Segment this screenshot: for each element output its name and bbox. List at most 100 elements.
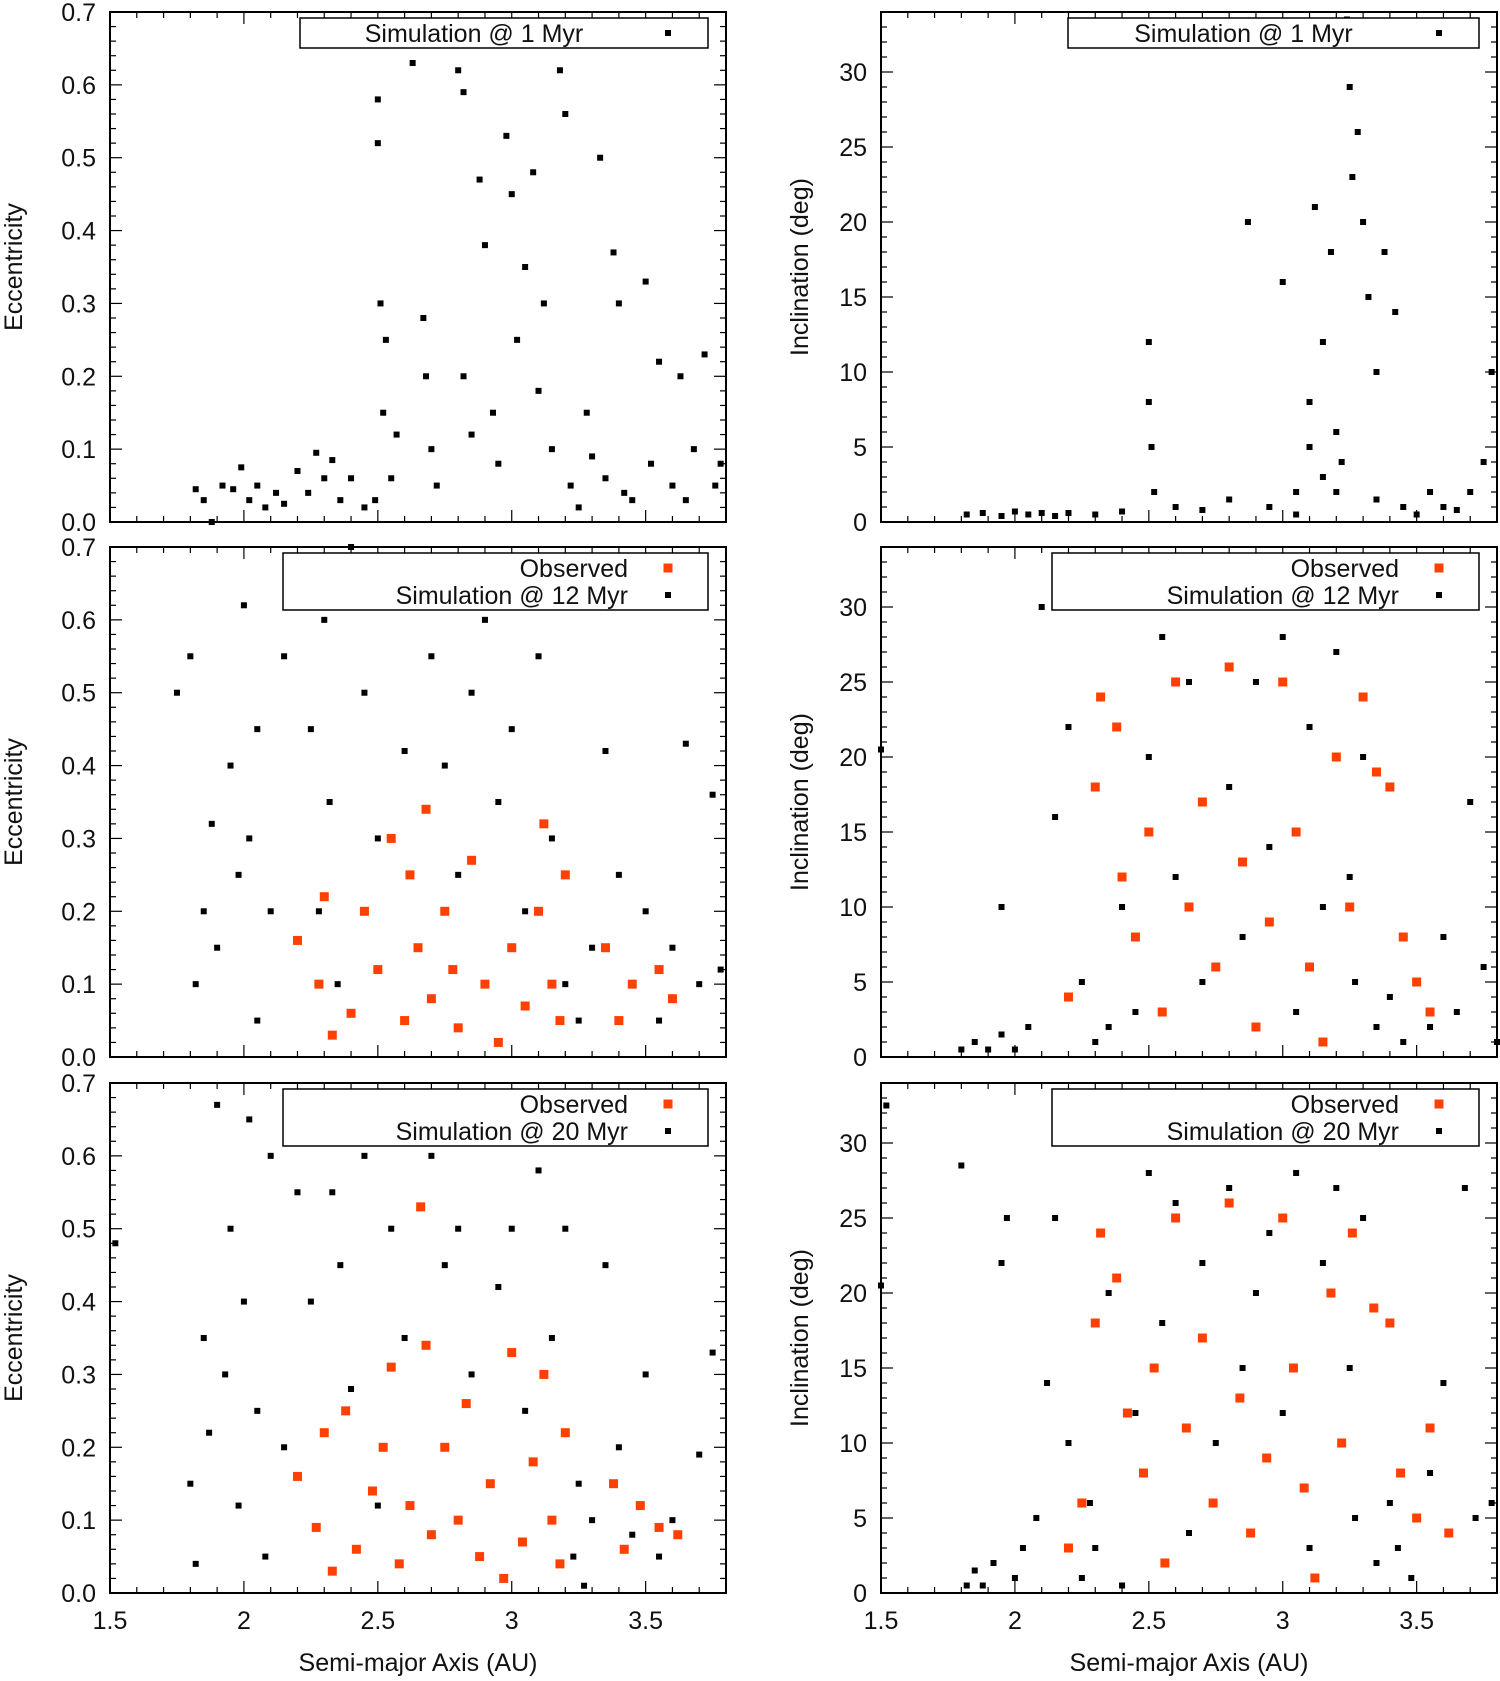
simulation-point <box>254 1407 261 1414</box>
y-tick-label: 30 <box>839 59 867 87</box>
simulation-point <box>1003 1215 1010 1221</box>
simulation-point <box>1186 679 1192 685</box>
observed-point <box>448 965 458 975</box>
simulation-point <box>254 482 261 489</box>
simulation-point <box>1440 1380 1447 1386</box>
simulation-point <box>1212 1440 1219 1446</box>
simulation-point <box>1065 1440 1072 1446</box>
observed-point <box>1358 692 1368 702</box>
simulation-point <box>1199 507 1206 513</box>
simulation-point <box>575 1017 582 1024</box>
observed-point <box>619 1544 629 1554</box>
observed-point <box>378 1442 388 1452</box>
simulation-point <box>315 908 322 915</box>
simulation-point <box>1092 1545 1099 1551</box>
simulation-point <box>262 504 269 511</box>
y-tick-label: 0.7 <box>61 1070 96 1098</box>
simulation-point <box>187 653 194 660</box>
simulation-point <box>468 1371 475 1378</box>
simulation-point <box>562 1225 569 1232</box>
simulation-point <box>696 1451 703 1458</box>
simulation-point <box>441 762 448 769</box>
simulation-point <box>1360 1215 1367 1221</box>
simulation-point <box>1327 249 1334 255</box>
simulation-point <box>669 1517 676 1524</box>
legend-box <box>282 1088 709 1147</box>
observed-point <box>1224 662 1234 672</box>
simulation-point <box>1011 508 1018 515</box>
simulation-point <box>1105 1290 1112 1296</box>
simulation-point <box>1172 504 1179 510</box>
observed-point <box>1112 1273 1122 1283</box>
simulation-point <box>682 740 689 747</box>
simulation-point <box>455 1225 462 1232</box>
plot-frame <box>880 546 1498 1058</box>
simulation-point <box>1333 1185 1340 1191</box>
simulation-point <box>615 300 622 307</box>
simulation-point <box>1306 444 1313 450</box>
observed-point <box>1122 1408 1132 1418</box>
simulation-point <box>1172 1200 1179 1206</box>
simulation-point <box>1065 510 1072 516</box>
simulation-point <box>1427 1024 1434 1030</box>
y-tick-label: 10 <box>839 359 867 387</box>
simulation-point <box>1346 874 1353 880</box>
simulation-point <box>337 1262 344 1269</box>
simulation-point <box>548 446 555 453</box>
observed-point <box>327 1030 337 1040</box>
simulation-point <box>583 409 590 416</box>
simulation-point <box>530 169 537 176</box>
series-simulation <box>192 60 724 525</box>
simulation-point <box>273 489 280 496</box>
simulation-point <box>629 497 636 504</box>
observed-point <box>1305 962 1315 972</box>
legend-label: Simulation @ 1 Myr <box>365 20 584 48</box>
simulation-point <box>548 835 555 842</box>
simulation-point <box>1132 1009 1139 1015</box>
points-layer <box>173 544 724 1047</box>
simulation-point <box>535 653 542 660</box>
observed-point <box>609 1479 619 1489</box>
simulation-point <box>326 799 333 805</box>
simulation-point <box>305 489 312 496</box>
simulation-point <box>246 497 253 504</box>
simulation-point <box>540 300 547 307</box>
simulation-point <box>393 431 400 438</box>
y-tick-label: 20 <box>839 209 867 237</box>
simulation-point <box>1266 1230 1273 1236</box>
y-tick-label: 10 <box>839 894 867 922</box>
observed-point <box>654 1522 664 1532</box>
legend-marker <box>665 592 671 598</box>
y-tick-label: 0.2 <box>61 898 96 926</box>
simulation-point <box>428 446 435 453</box>
observed-point <box>1278 677 1288 687</box>
simulation-point <box>173 689 180 696</box>
simulation-point <box>998 513 1005 519</box>
observed-point <box>1398 932 1408 942</box>
simulation-point <box>690 446 697 453</box>
simulation-point <box>998 904 1005 910</box>
simulation-point <box>575 1480 582 1487</box>
x-tick-label: 3.5 <box>1399 1607 1434 1635</box>
simulation-point <box>246 1116 253 1123</box>
simulation-point <box>307 726 314 733</box>
simulation-point <box>1252 679 1259 685</box>
simulation-point <box>428 1152 435 1159</box>
simulation-point <box>1427 1470 1434 1476</box>
simulation-point <box>1279 279 1286 285</box>
y-tick-label: 25 <box>839 134 867 162</box>
series-simulation <box>173 544 724 1024</box>
observed-point <box>461 1399 471 1409</box>
simulation-point <box>677 373 684 380</box>
simulation-point <box>495 460 502 467</box>
observed-point <box>426 994 436 1004</box>
y-tick-label: 0.6 <box>61 1143 96 1171</box>
simulation-point <box>642 1371 649 1378</box>
simulation-point <box>476 176 483 183</box>
y-tick-label: 5 <box>853 969 867 997</box>
simulation-point <box>420 315 427 321</box>
plot-frame <box>880 1082 1498 1594</box>
y-tick-label: 0.5 <box>61 1216 96 1244</box>
observed-point <box>517 1537 527 1547</box>
simulation-point <box>1319 474 1326 480</box>
